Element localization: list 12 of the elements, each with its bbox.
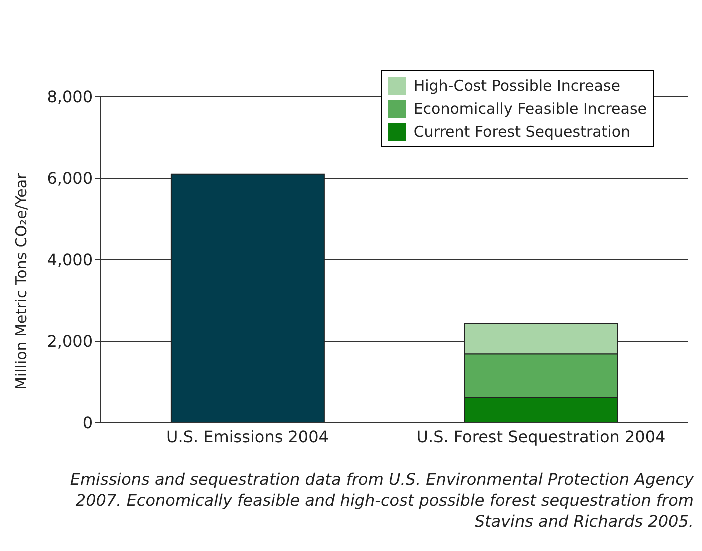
y-tick-label: 4,000 [47,250,93,270]
legend-label: High-Cost Possible Increase [414,76,620,94]
y-tick-label: 8,000 [47,88,93,107]
y-tick-label: 0 [82,414,93,433]
legend-label: Economically Feasible Increase [414,100,647,118]
y-axis-title: Million Metric Tons CO₂e/Year [12,172,30,390]
y-tick-label: 2,000 [47,332,93,352]
x-tick-label: U.S. Emissions 2004 [166,427,329,446]
y-tick-label: 6,000 [47,169,93,188]
x-tick-label: U.S. Forest Sequestration 2004 [416,427,666,446]
legend-label: Current Forest Sequestration [414,122,631,140]
text: Emissions and sequestration data from U.S. Environmental Protection Agency 2007. Economically feasible and high-cost possible forest sequestration from Stavins and Richards 2005. [69,469,694,532]
